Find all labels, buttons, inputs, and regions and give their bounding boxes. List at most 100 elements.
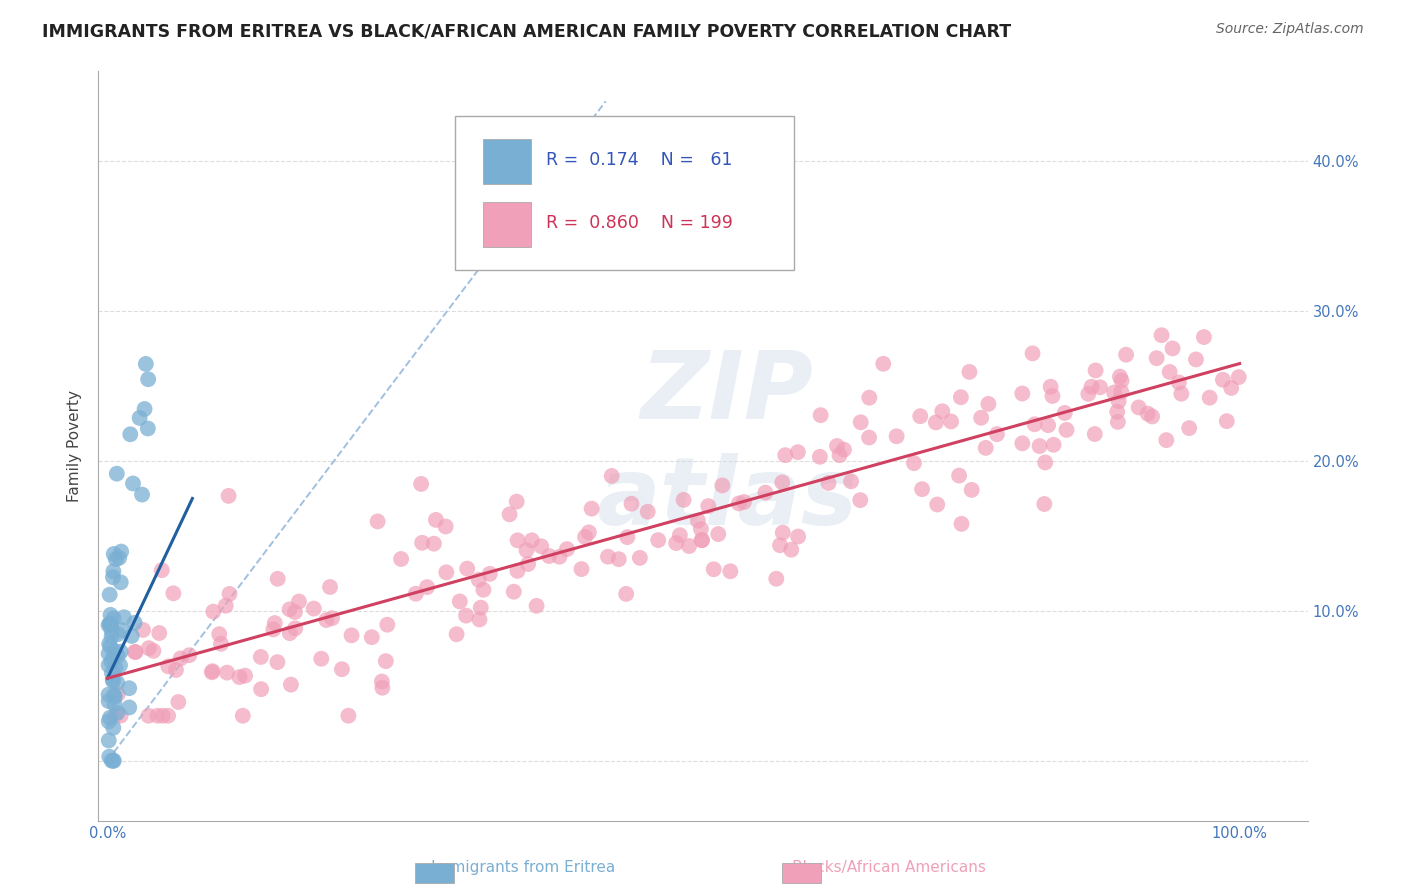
- Point: [578, 525, 600, 540]
- Point: [1167, 376, 1189, 390]
- Point: [107, 706, 129, 720]
- Point: [179, 648, 201, 663]
- Point: [321, 611, 343, 625]
- Point: [232, 708, 254, 723]
- Point: [101, 650, 124, 665]
- Point: [672, 492, 695, 507]
- Point: [98, 640, 121, 654]
- Point: [105, 467, 128, 481]
- Point: [810, 408, 832, 422]
- Point: [950, 516, 973, 531]
- Point: [472, 582, 495, 597]
- Point: [118, 681, 141, 696]
- Point: [98, 616, 121, 631]
- Point: [825, 439, 848, 453]
- Point: [97, 647, 120, 661]
- Point: [903, 456, 925, 470]
- Point: [446, 627, 468, 641]
- Point: [124, 645, 146, 659]
- Point: [1084, 427, 1107, 442]
- Point: [1161, 342, 1184, 356]
- Point: [278, 626, 301, 640]
- Point: [142, 644, 165, 658]
- Point: [1107, 405, 1129, 419]
- Point: [505, 494, 527, 508]
- Point: [986, 427, 1008, 442]
- Point: [1024, 417, 1046, 432]
- Point: [1039, 380, 1062, 394]
- Point: [371, 681, 394, 695]
- Point: [110, 575, 132, 590]
- Point: [97, 658, 120, 673]
- Point: [949, 390, 972, 404]
- Point: [124, 645, 146, 659]
- Point: [1178, 421, 1201, 435]
- Point: [1192, 330, 1215, 344]
- Point: [596, 549, 619, 564]
- Text: IMMIGRANTS FROM ERITREA VS BLACK/AFRICAN AMERICAN FAMILY POVERTY CORRELATION CHA: IMMIGRANTS FROM ERITREA VS BLACK/AFRICAN…: [42, 22, 1011, 40]
- Point: [786, 445, 808, 459]
- Point: [849, 415, 872, 429]
- Point: [112, 610, 135, 624]
- Point: [284, 621, 307, 635]
- Point: [110, 544, 132, 558]
- Point: [101, 570, 124, 584]
- Point: [101, 673, 124, 688]
- Point: [1080, 380, 1102, 394]
- Point: [628, 550, 651, 565]
- Point: [1011, 386, 1033, 401]
- Point: [100, 754, 122, 768]
- Point: [1107, 415, 1129, 429]
- Point: [1111, 374, 1133, 388]
- Point: [970, 410, 993, 425]
- Point: [772, 525, 794, 540]
- Point: [828, 448, 851, 462]
- Point: [107, 627, 129, 641]
- Point: [574, 530, 596, 544]
- Point: [100, 630, 122, 644]
- Point: [686, 514, 709, 528]
- Point: [728, 496, 751, 510]
- Point: [201, 664, 224, 678]
- Point: [319, 580, 342, 594]
- Point: [136, 372, 159, 386]
- Point: [770, 475, 793, 490]
- Point: [157, 708, 180, 723]
- Point: [104, 552, 127, 566]
- Point: [1036, 418, 1059, 433]
- Point: [1088, 380, 1111, 394]
- Point: [548, 549, 571, 564]
- Point: [977, 397, 1000, 411]
- Point: [284, 605, 307, 619]
- Point: [337, 708, 360, 723]
- Point: [98, 637, 121, 651]
- Point: [416, 580, 439, 594]
- Point: [101, 673, 124, 687]
- Point: [103, 754, 125, 768]
- Point: [1021, 346, 1043, 360]
- Point: [330, 662, 353, 676]
- Point: [98, 749, 121, 764]
- Point: [150, 563, 173, 577]
- Point: [607, 552, 630, 566]
- Point: [367, 515, 389, 529]
- Point: [765, 572, 787, 586]
- FancyBboxPatch shape: [482, 139, 531, 184]
- Point: [669, 528, 692, 542]
- Point: [780, 542, 803, 557]
- Point: [100, 617, 122, 632]
- Point: [97, 694, 120, 708]
- Point: [775, 448, 797, 462]
- Point: [98, 711, 121, 725]
- Point: [101, 665, 124, 680]
- Point: [107, 648, 129, 663]
- Point: [157, 659, 180, 673]
- Point: [302, 601, 325, 615]
- Point: [1042, 389, 1064, 403]
- Point: [1033, 455, 1056, 469]
- Point: [1156, 433, 1178, 447]
- Point: [120, 427, 142, 442]
- Point: [470, 600, 492, 615]
- Point: [832, 442, 855, 457]
- Point: [1220, 381, 1243, 395]
